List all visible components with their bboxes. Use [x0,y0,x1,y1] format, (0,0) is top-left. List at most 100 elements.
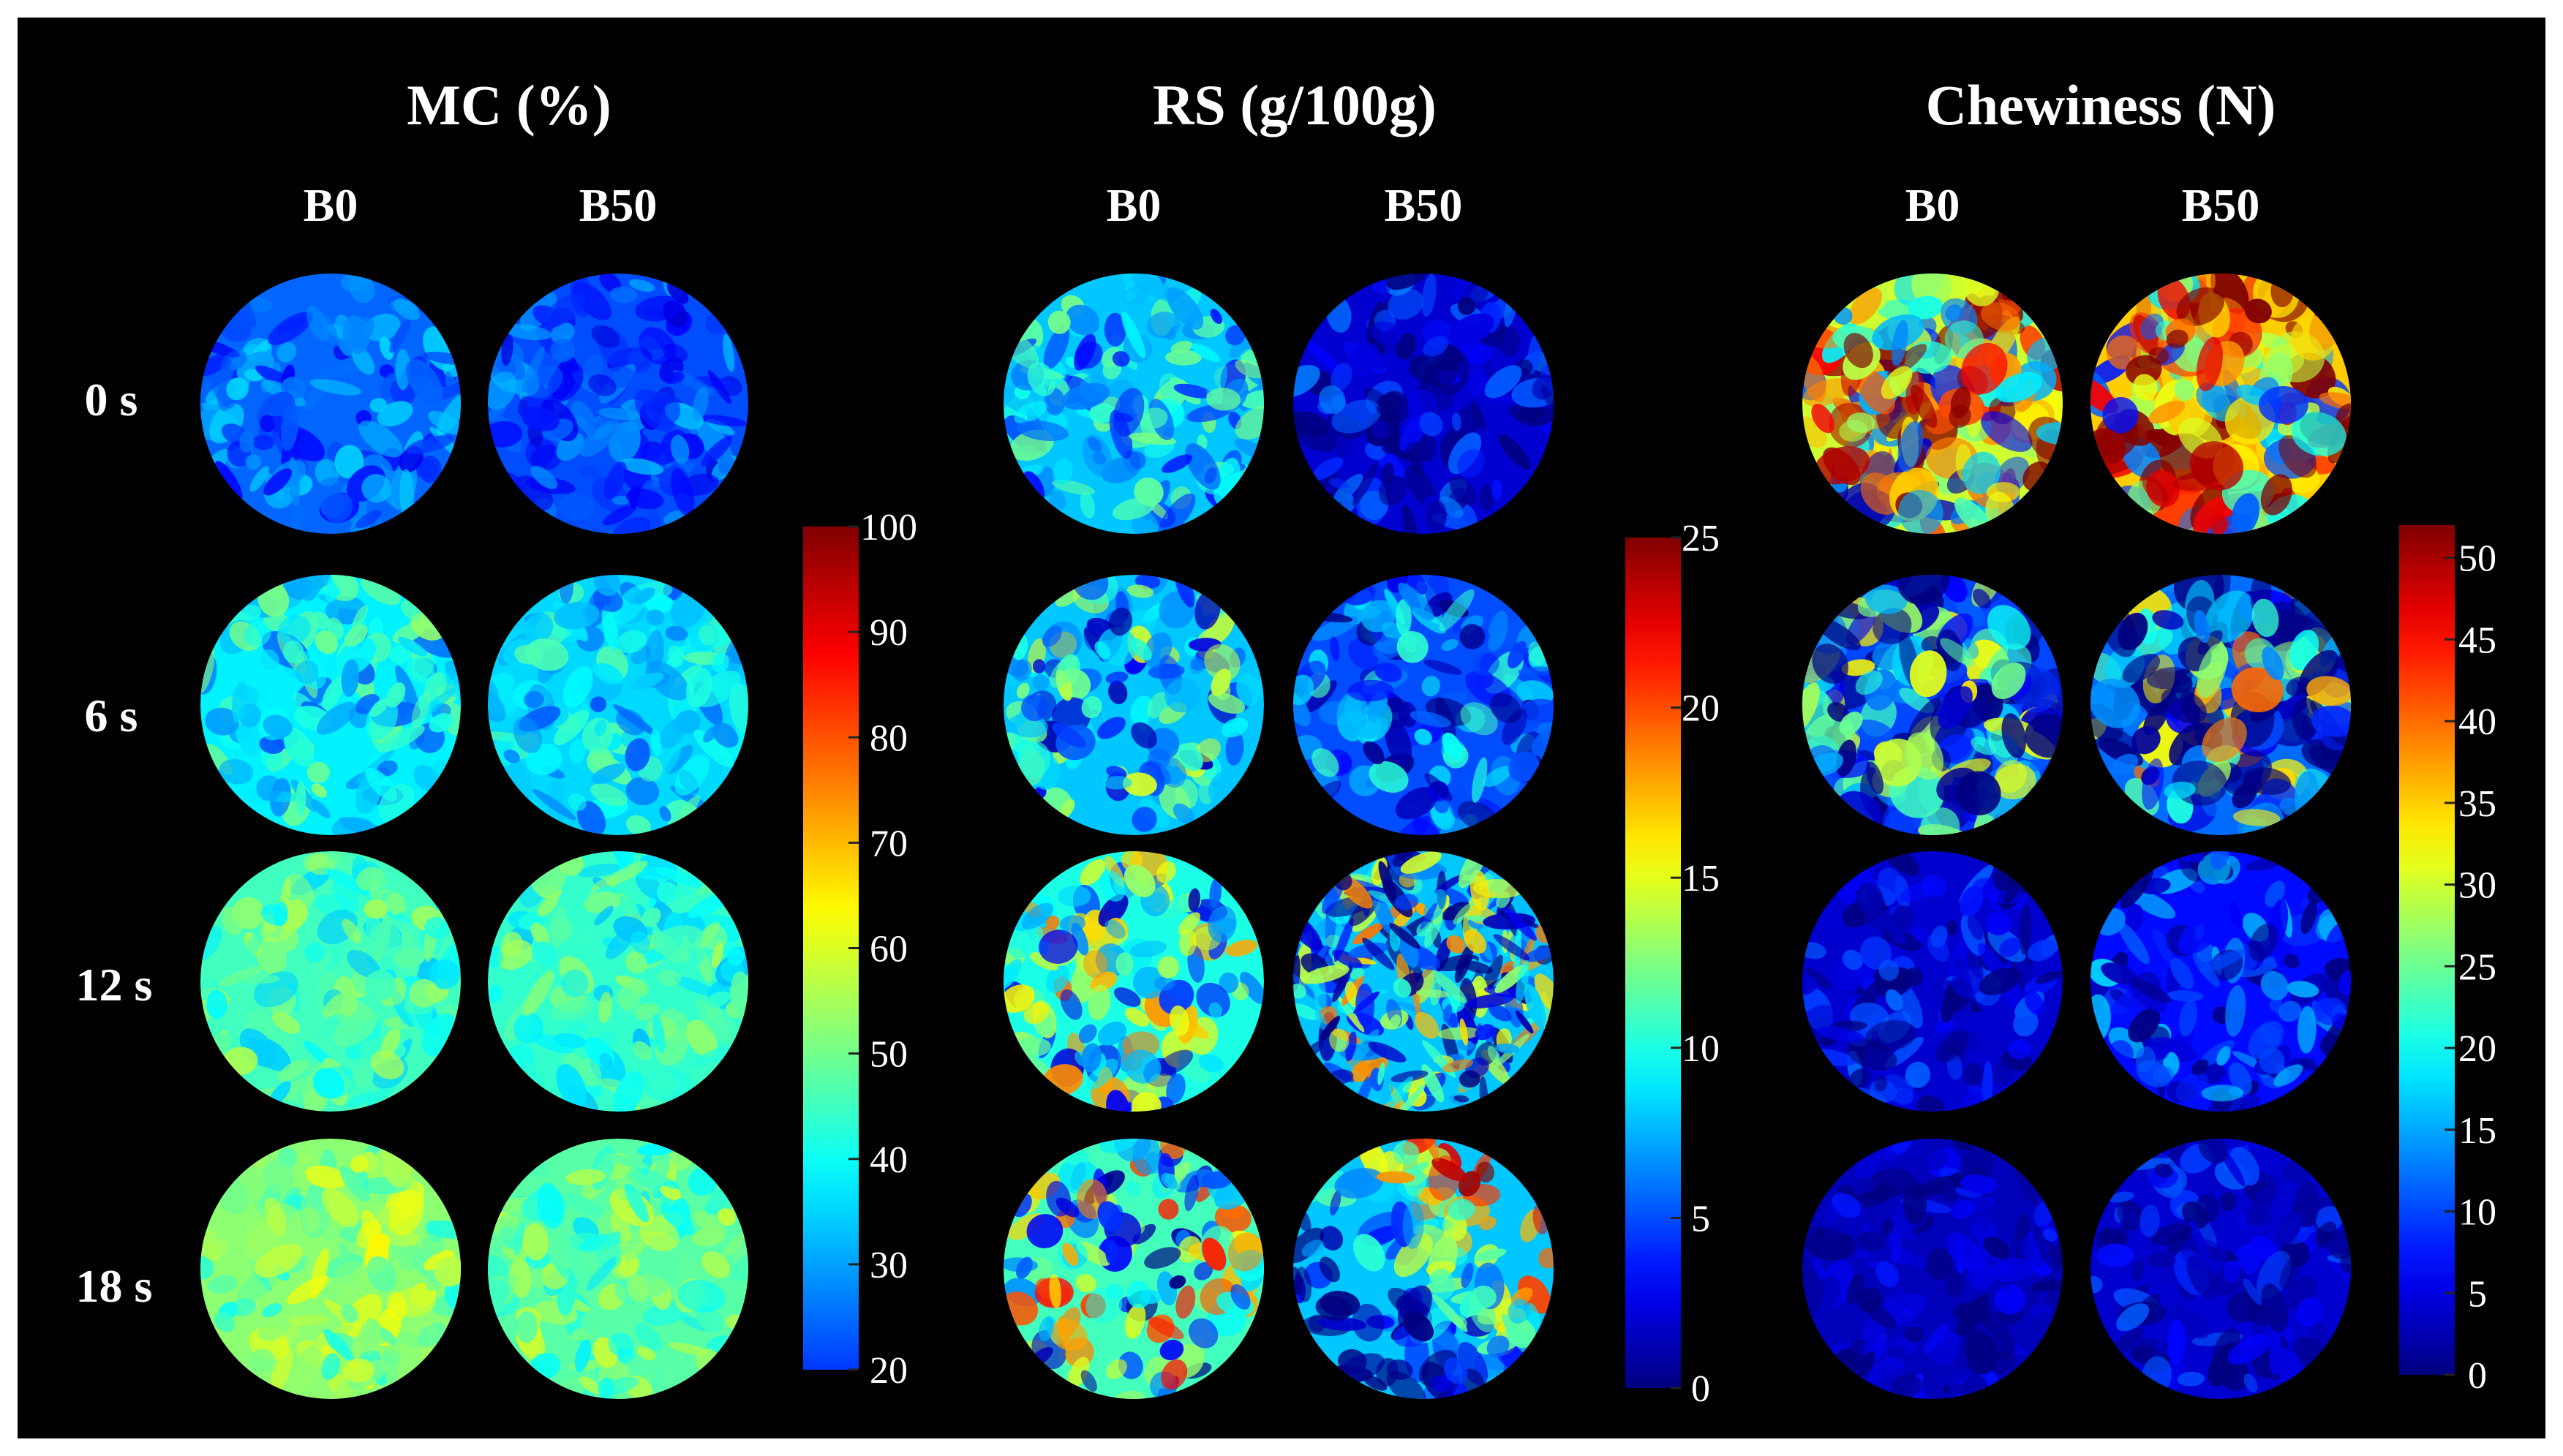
heatmap-blob [1129,451,1146,469]
heatmap-blob [2210,513,2228,534]
column-label-rs-b50: B50 [1385,179,1463,231]
heatmap-blob [671,468,695,517]
heatmap-blob [1926,1248,1954,1280]
heatmap-blob [378,1328,397,1346]
heatmap-blob [686,946,705,965]
heatmap-blob [1311,457,1344,480]
heatmap-blob [1451,412,1461,431]
heatmap-blob [2243,1373,2258,1393]
heatmap-blob [1439,496,1464,518]
heatmap-blob [1453,902,1472,925]
heatmap-blob [304,1165,347,1189]
heatmap-blob [2276,1211,2302,1245]
heatmap-blob [2133,374,2158,401]
heatmap-blob [696,420,733,465]
heatmap-blob [1497,325,1521,357]
heatmap-blob [1106,766,1127,780]
heatmap-blob [522,614,554,644]
heatmap-blob [1377,399,1393,414]
heatmap-blob [1176,743,1203,772]
heatmap-disc [200,851,461,1112]
heatmap-blob [1956,771,2001,815]
heatmap-blob [358,420,403,458]
heatmap-blob [1140,1289,1162,1304]
heatmap-blob [1434,970,1467,1003]
heatmap-blob [1857,1231,1884,1251]
heatmap-blob [1132,1139,1161,1175]
heatmap-blob [1311,616,1358,641]
heatmap-blob [1311,748,1339,777]
heatmap-blob [2227,1291,2258,1323]
heatmap-blob [306,761,330,784]
heatmap-blob [434,1256,461,1287]
heatmap-blob [2179,1000,2197,1037]
heatmap-blob [2315,1221,2337,1245]
heatmap-blob [616,709,646,736]
heatmap-blob [1911,1255,1929,1270]
heatmap-blob [644,391,681,426]
colorbar-tick-label: 20 [2458,1028,2496,1070]
heatmap-blob [1293,1003,1320,1020]
heatmap-blob [2248,1139,2284,1177]
heatmap-blob [2191,1059,2209,1076]
heatmap-blob [1421,274,1437,317]
heatmap-blob [385,892,405,915]
heatmap-blob [1012,660,1032,682]
heatmap-blob [1388,288,1424,320]
heatmap-blob [1368,1041,1407,1063]
heatmap-blob [295,660,319,684]
heatmap-blob [1992,1060,2015,1085]
heatmap-blob [1173,383,1212,399]
heatmap-blob [370,698,389,717]
heatmap-blob [400,600,422,622]
heatmap-blob [1159,373,1185,405]
heatmap-blob [711,941,724,968]
heatmap-blob [360,870,388,889]
heatmap-blob [1080,859,1106,886]
heatmap-blob [2147,667,2193,690]
heatmap-blob [2198,1139,2228,1164]
heatmap-blob [2242,767,2292,795]
heatmap-blob [1950,387,1971,419]
heatmap-disc [200,575,461,835]
heatmap-blob [248,1349,275,1373]
heatmap-blob [2291,412,2346,456]
heatmap-blob [1332,949,1362,968]
heatmap-blob [1498,434,1531,469]
heatmap-blob [276,317,307,333]
heatmap-blob [1062,382,1110,410]
heatmap-blob [1139,407,1168,429]
heatmap-blob [699,625,717,646]
heatmap-blob [674,755,710,796]
heatmap-blob [645,660,689,701]
heatmap-blob [2251,1235,2277,1261]
heatmap-blob [360,576,401,606]
heatmap-blob [1017,741,1051,780]
heatmap-blob [689,1044,739,1068]
heatmap-blob [523,1060,547,1093]
heatmap-blob [1405,575,1428,595]
heatmap-blob [1122,772,1157,796]
heatmap-blob [214,1312,235,1332]
colorbar-tick-label: 20 [870,1350,908,1392]
heatmap-blob [625,777,660,806]
heatmap-blob [1386,1370,1426,1399]
heatmap-blob [630,978,649,997]
heatmap-blob [395,665,420,713]
heatmap-blob [2030,1280,2063,1292]
heatmap-blob [1988,1258,2039,1282]
heatmap-blob [2161,687,2207,724]
heatmap-blob [1875,1261,1900,1288]
heatmap-blob [609,286,638,303]
heatmap-blob [364,899,388,919]
heatmap-blob [1838,886,1858,905]
heatmap-blob [392,948,425,968]
heatmap-blob [1208,771,1234,803]
heatmap-blob [296,781,306,816]
heatmap-blob [1301,965,1350,984]
heatmap-blob [1214,1203,1252,1233]
heatmap-blob [2032,1225,2060,1272]
heatmap-blob [1526,1302,1542,1336]
heatmap-blob [282,641,304,663]
heatmap-blob [1330,1190,1341,1216]
